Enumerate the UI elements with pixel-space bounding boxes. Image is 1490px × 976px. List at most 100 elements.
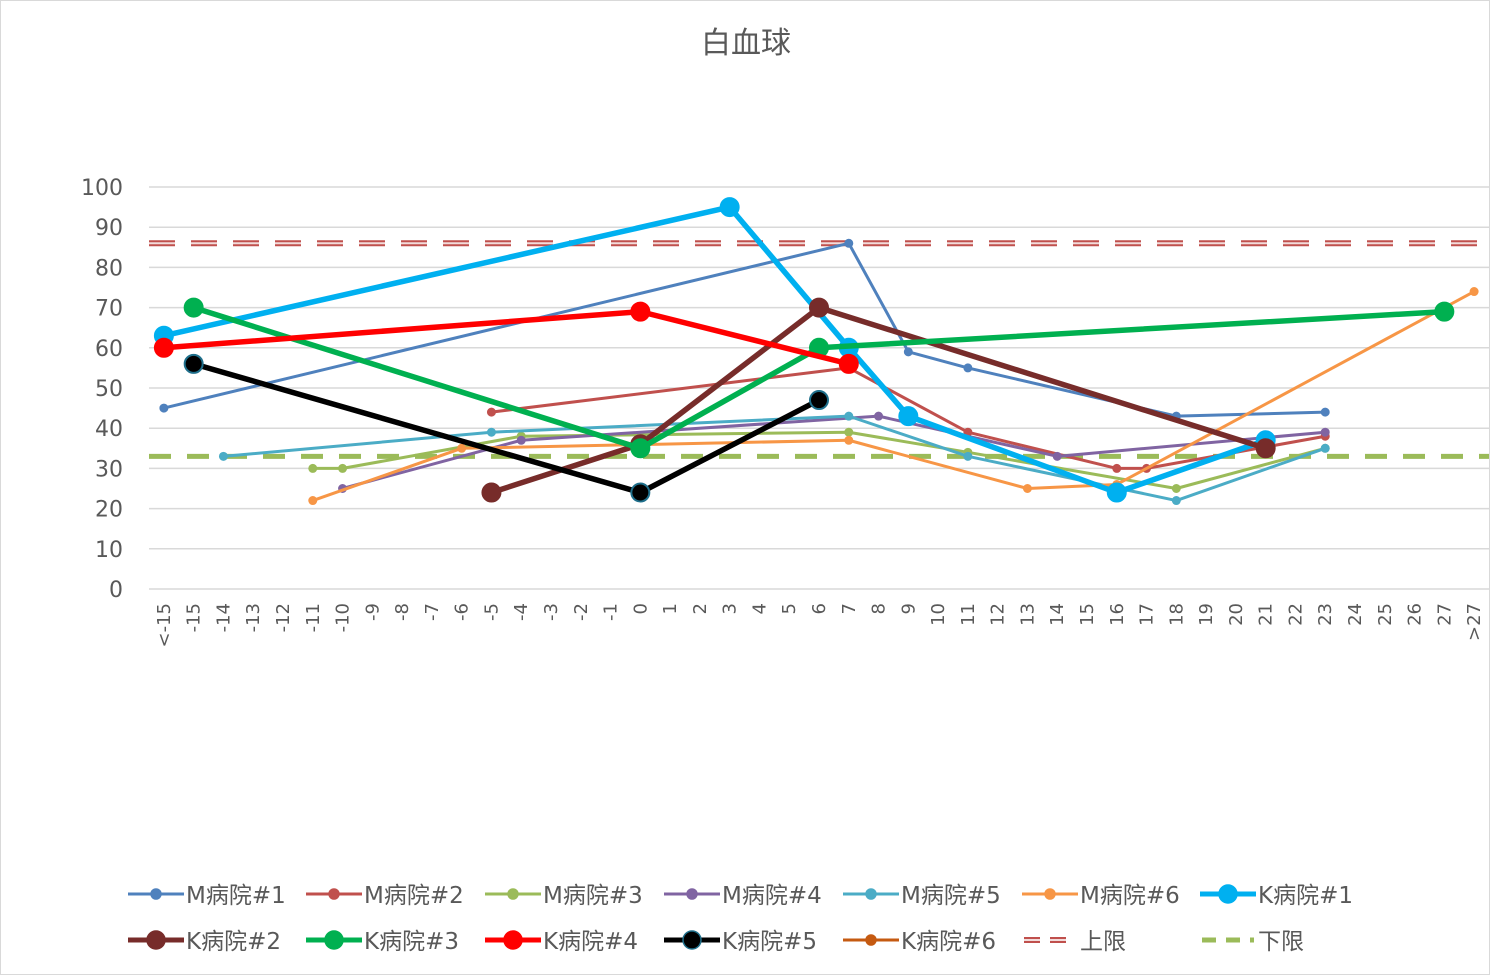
legend-item: M病院#5 xyxy=(841,873,1001,913)
legend-label: K病院#3 xyxy=(364,929,459,955)
data-point xyxy=(457,443,467,453)
x-tick-label: 10 xyxy=(928,603,949,626)
data-point xyxy=(1255,438,1276,459)
x-tick-label: 8 xyxy=(869,603,890,614)
x-tick-label: 6 xyxy=(809,603,830,614)
legend-item: K病院#6 xyxy=(841,919,996,959)
data-point xyxy=(844,427,854,437)
legend-item: 下限 xyxy=(1198,919,1304,959)
legend-item: M病院#1 xyxy=(126,873,286,913)
legend-label: M病院#1 xyxy=(186,883,286,909)
data-point xyxy=(844,238,854,248)
y-axis: 0 10 20 30 40 50 60 70 80 90 100 xyxy=(81,176,123,603)
x-tick-label: -10 xyxy=(333,603,354,632)
y-tick-label: 90 xyxy=(95,216,123,241)
data-point xyxy=(1320,427,1330,437)
series-line xyxy=(162,241,1327,418)
legend-item: K病院#4 xyxy=(483,919,638,959)
data-point xyxy=(1171,496,1181,506)
data-point xyxy=(481,482,502,503)
legend-item: K病院#1 xyxy=(1198,873,1353,913)
series-K病院#3 xyxy=(183,297,1455,459)
x-tick-label: 3 xyxy=(720,603,741,614)
y-tick-label: 0 xyxy=(109,578,123,603)
legend: M病院#1 M病院#2 M病院#3 M病院#4 M病院#5 M病院#6 K病院#1 K病院#2… xyxy=(1,873,1490,963)
legend-label: 上限 xyxy=(1080,929,1126,955)
legend-item: K病院#2 xyxy=(126,919,281,959)
legend-swatch xyxy=(128,930,184,950)
y-tick-label: 20 xyxy=(95,498,123,523)
data-point xyxy=(159,403,169,413)
data-point xyxy=(338,463,348,473)
x-tick-label: 7 xyxy=(839,603,860,614)
data-point xyxy=(1469,287,1479,297)
data-point xyxy=(903,347,913,357)
legend-label: K病院#6 xyxy=(901,929,996,955)
data-point xyxy=(1171,484,1181,493)
data-point xyxy=(183,297,204,318)
x-tick-label: 21 xyxy=(1256,603,1277,626)
y-tick-label: 40 xyxy=(95,417,123,442)
legend-label: M病院#2 xyxy=(364,883,464,909)
x-tick-label: >27 xyxy=(1464,603,1485,641)
y-tick-label: 10 xyxy=(95,538,123,563)
legend-item: K病院#3 xyxy=(304,919,459,959)
y-tick-label: 70 xyxy=(95,297,123,322)
data-point xyxy=(630,438,651,459)
series-line xyxy=(488,304,1269,496)
chart-title: 白血球 xyxy=(701,26,791,61)
data-point xyxy=(844,411,854,421)
legend-label: M病院#3 xyxy=(543,883,643,909)
data-point xyxy=(486,407,496,417)
x-tick-label: 19 xyxy=(1196,603,1217,626)
data-point xyxy=(308,496,318,506)
legend-swatch xyxy=(128,888,184,900)
x-tick-label: 26 xyxy=(1405,603,1426,626)
legend-label: M病院#5 xyxy=(901,883,1001,909)
data-point xyxy=(898,406,919,427)
x-tick-label: -9 xyxy=(362,603,383,621)
series-line xyxy=(311,290,1476,503)
data-point xyxy=(809,297,829,318)
x-tick-label: 24 xyxy=(1345,603,1366,626)
data-point xyxy=(1434,301,1455,322)
legend-label: K病院#1 xyxy=(1258,883,1353,909)
x-tick-label: 15 xyxy=(1077,603,1098,626)
series-line xyxy=(161,204,1269,496)
data-point xyxy=(1052,451,1062,461)
series-K病院#5 xyxy=(183,353,829,503)
x-tick-label: -7 xyxy=(422,603,443,621)
x-tick-label: 12 xyxy=(988,603,1009,626)
x-tick-label: 13 xyxy=(1017,603,1038,626)
x-tick-label: -11 xyxy=(303,603,324,632)
data-point xyxy=(844,435,854,445)
data-point xyxy=(838,353,859,374)
y-tick-label: 30 xyxy=(95,457,123,482)
x-tick-label: -12 xyxy=(273,603,294,632)
legend-item: M病院#3 xyxy=(483,873,643,913)
x-tick-label: 1 xyxy=(660,603,681,614)
x-tick-label: 23 xyxy=(1315,603,1336,626)
x-tick-label: 25 xyxy=(1375,603,1396,626)
data-point xyxy=(1320,407,1330,417)
y-tick-label: 80 xyxy=(95,256,123,281)
data-point xyxy=(183,353,204,374)
x-tick-label: 16 xyxy=(1107,603,1128,626)
legend-swatch xyxy=(1200,884,1256,904)
x-tick-label: 14 xyxy=(1047,603,1068,626)
data-point xyxy=(486,427,496,437)
legend-swatch xyxy=(1202,937,1254,943)
x-tick-label: 0 xyxy=(630,603,651,614)
legend-swatch xyxy=(843,934,899,946)
x-tick-label: -15 xyxy=(184,603,205,632)
x-tick-label: -6 xyxy=(452,603,473,621)
series-M病院#4 xyxy=(338,411,1330,493)
legend-swatch xyxy=(306,888,362,900)
data-point xyxy=(963,451,973,461)
legend-label: K病院#2 xyxy=(186,929,281,955)
x-tick-label: -1 xyxy=(601,603,622,621)
x-tick-label: -14 xyxy=(213,603,234,632)
series-line xyxy=(161,308,852,367)
legend-label: K病院#5 xyxy=(722,929,817,955)
